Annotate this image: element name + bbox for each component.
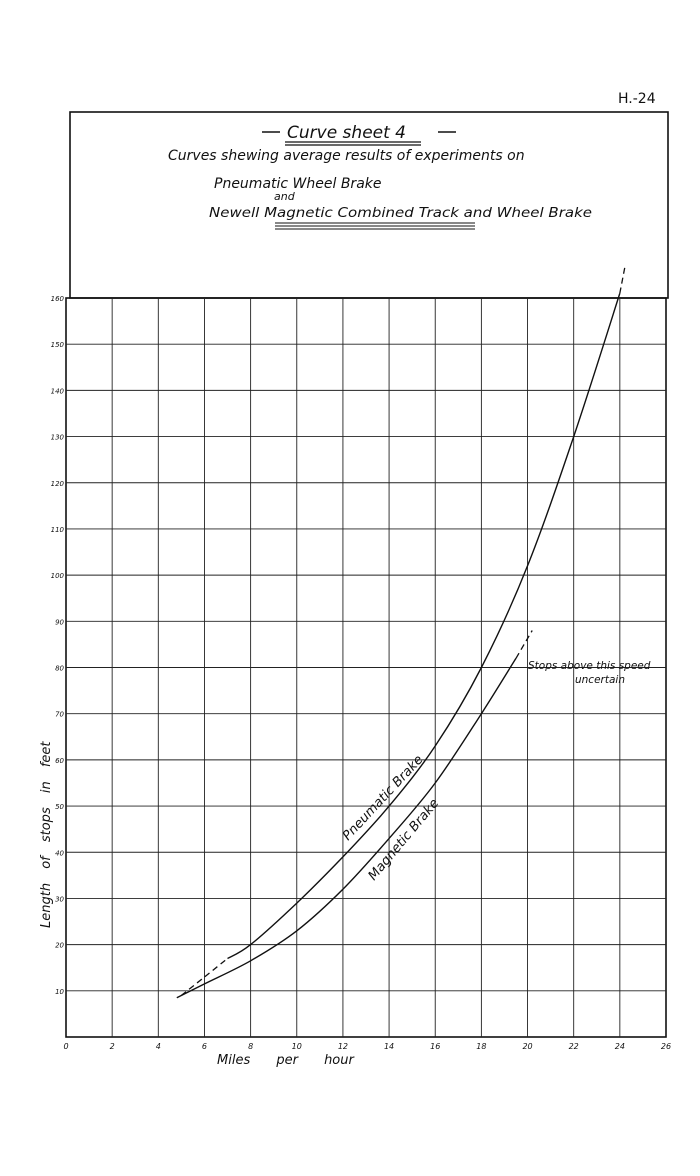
- chart-title: Curve sheet 4: [287, 123, 406, 143]
- series-line-magnetic-brake: [176, 657, 517, 999]
- x-axis-label: Miles per hour: [217, 1053, 356, 1068]
- x-tick-label: 6: [202, 1042, 207, 1051]
- y-tick-label: 120: [51, 480, 65, 488]
- x-tick-label: 2: [110, 1042, 115, 1051]
- y-tick-label: 100: [51, 572, 65, 580]
- header-line-newell: Newell Magnetic Combined Track and Wheel…: [209, 205, 592, 221]
- x-tick-label: 26: [661, 1042, 671, 1051]
- y-tick-label: 90: [55, 618, 64, 626]
- x-tick-label: 8: [248, 1042, 253, 1051]
- y-tick-label: 80: [55, 665, 64, 673]
- page-number: H.-24: [618, 91, 656, 107]
- x-tick-labels: 0 2 4 6 8 10 12 14 16 18 20 22 24 26: [63, 1042, 671, 1051]
- y-tick-label: 10: [55, 988, 64, 996]
- x-tick-label: 22: [569, 1042, 579, 1051]
- y-tick-label: 110: [51, 526, 65, 534]
- y-tick-label: 160: [51, 295, 65, 303]
- y-tick-label: 150: [51, 341, 65, 349]
- y-tick-label: 60: [55, 757, 64, 765]
- x-tick-label: 14: [384, 1042, 394, 1051]
- y-tick-label: 140: [51, 387, 65, 395]
- x-tick-label: 20: [522, 1042, 532, 1051]
- grid: [66, 298, 666, 1037]
- y-tick-label: 20: [55, 942, 64, 950]
- series-line-pneumatic-brake: [227, 293, 621, 960]
- x-tick-label: 12: [338, 1042, 348, 1051]
- y-tick-label: 40: [55, 849, 64, 857]
- x-tick-label: 16: [430, 1042, 440, 1051]
- y-tick-label: 50: [55, 803, 64, 811]
- series-dashed-extension: [619, 267, 626, 294]
- annotation-line-1: Stops above this speed: [528, 660, 651, 672]
- y-tick-label: 130: [51, 434, 65, 442]
- header-line-and: and: [274, 190, 296, 203]
- x-tick-label: 0: [63, 1042, 68, 1051]
- header-line-pneumatic: Pneumatic Wheel Brake: [214, 176, 382, 192]
- x-tick-label: 4: [156, 1042, 161, 1051]
- y-tick-label: 70: [55, 711, 64, 719]
- x-tick-label: 10: [292, 1042, 302, 1051]
- x-tick-label: 24: [615, 1042, 625, 1051]
- series-dashed-pneumatic-brake: [180, 957, 228, 996]
- series-layer: [176, 267, 626, 999]
- chart-subtitle: Curves shewing average results of experi…: [168, 148, 525, 164]
- y-tick-labels: 10 20 30 40 50 60 70 80 90 100 110 120 130 140 150 160: [51, 295, 65, 996]
- y-tick-label: 30: [55, 895, 64, 903]
- annotation-line-2: uncertain: [575, 674, 625, 686]
- y-axis-label: Length of stops in feet: [39, 741, 54, 928]
- x-tick-label: 18: [476, 1042, 486, 1051]
- series-dashed-magnetic-brake: [515, 630, 533, 659]
